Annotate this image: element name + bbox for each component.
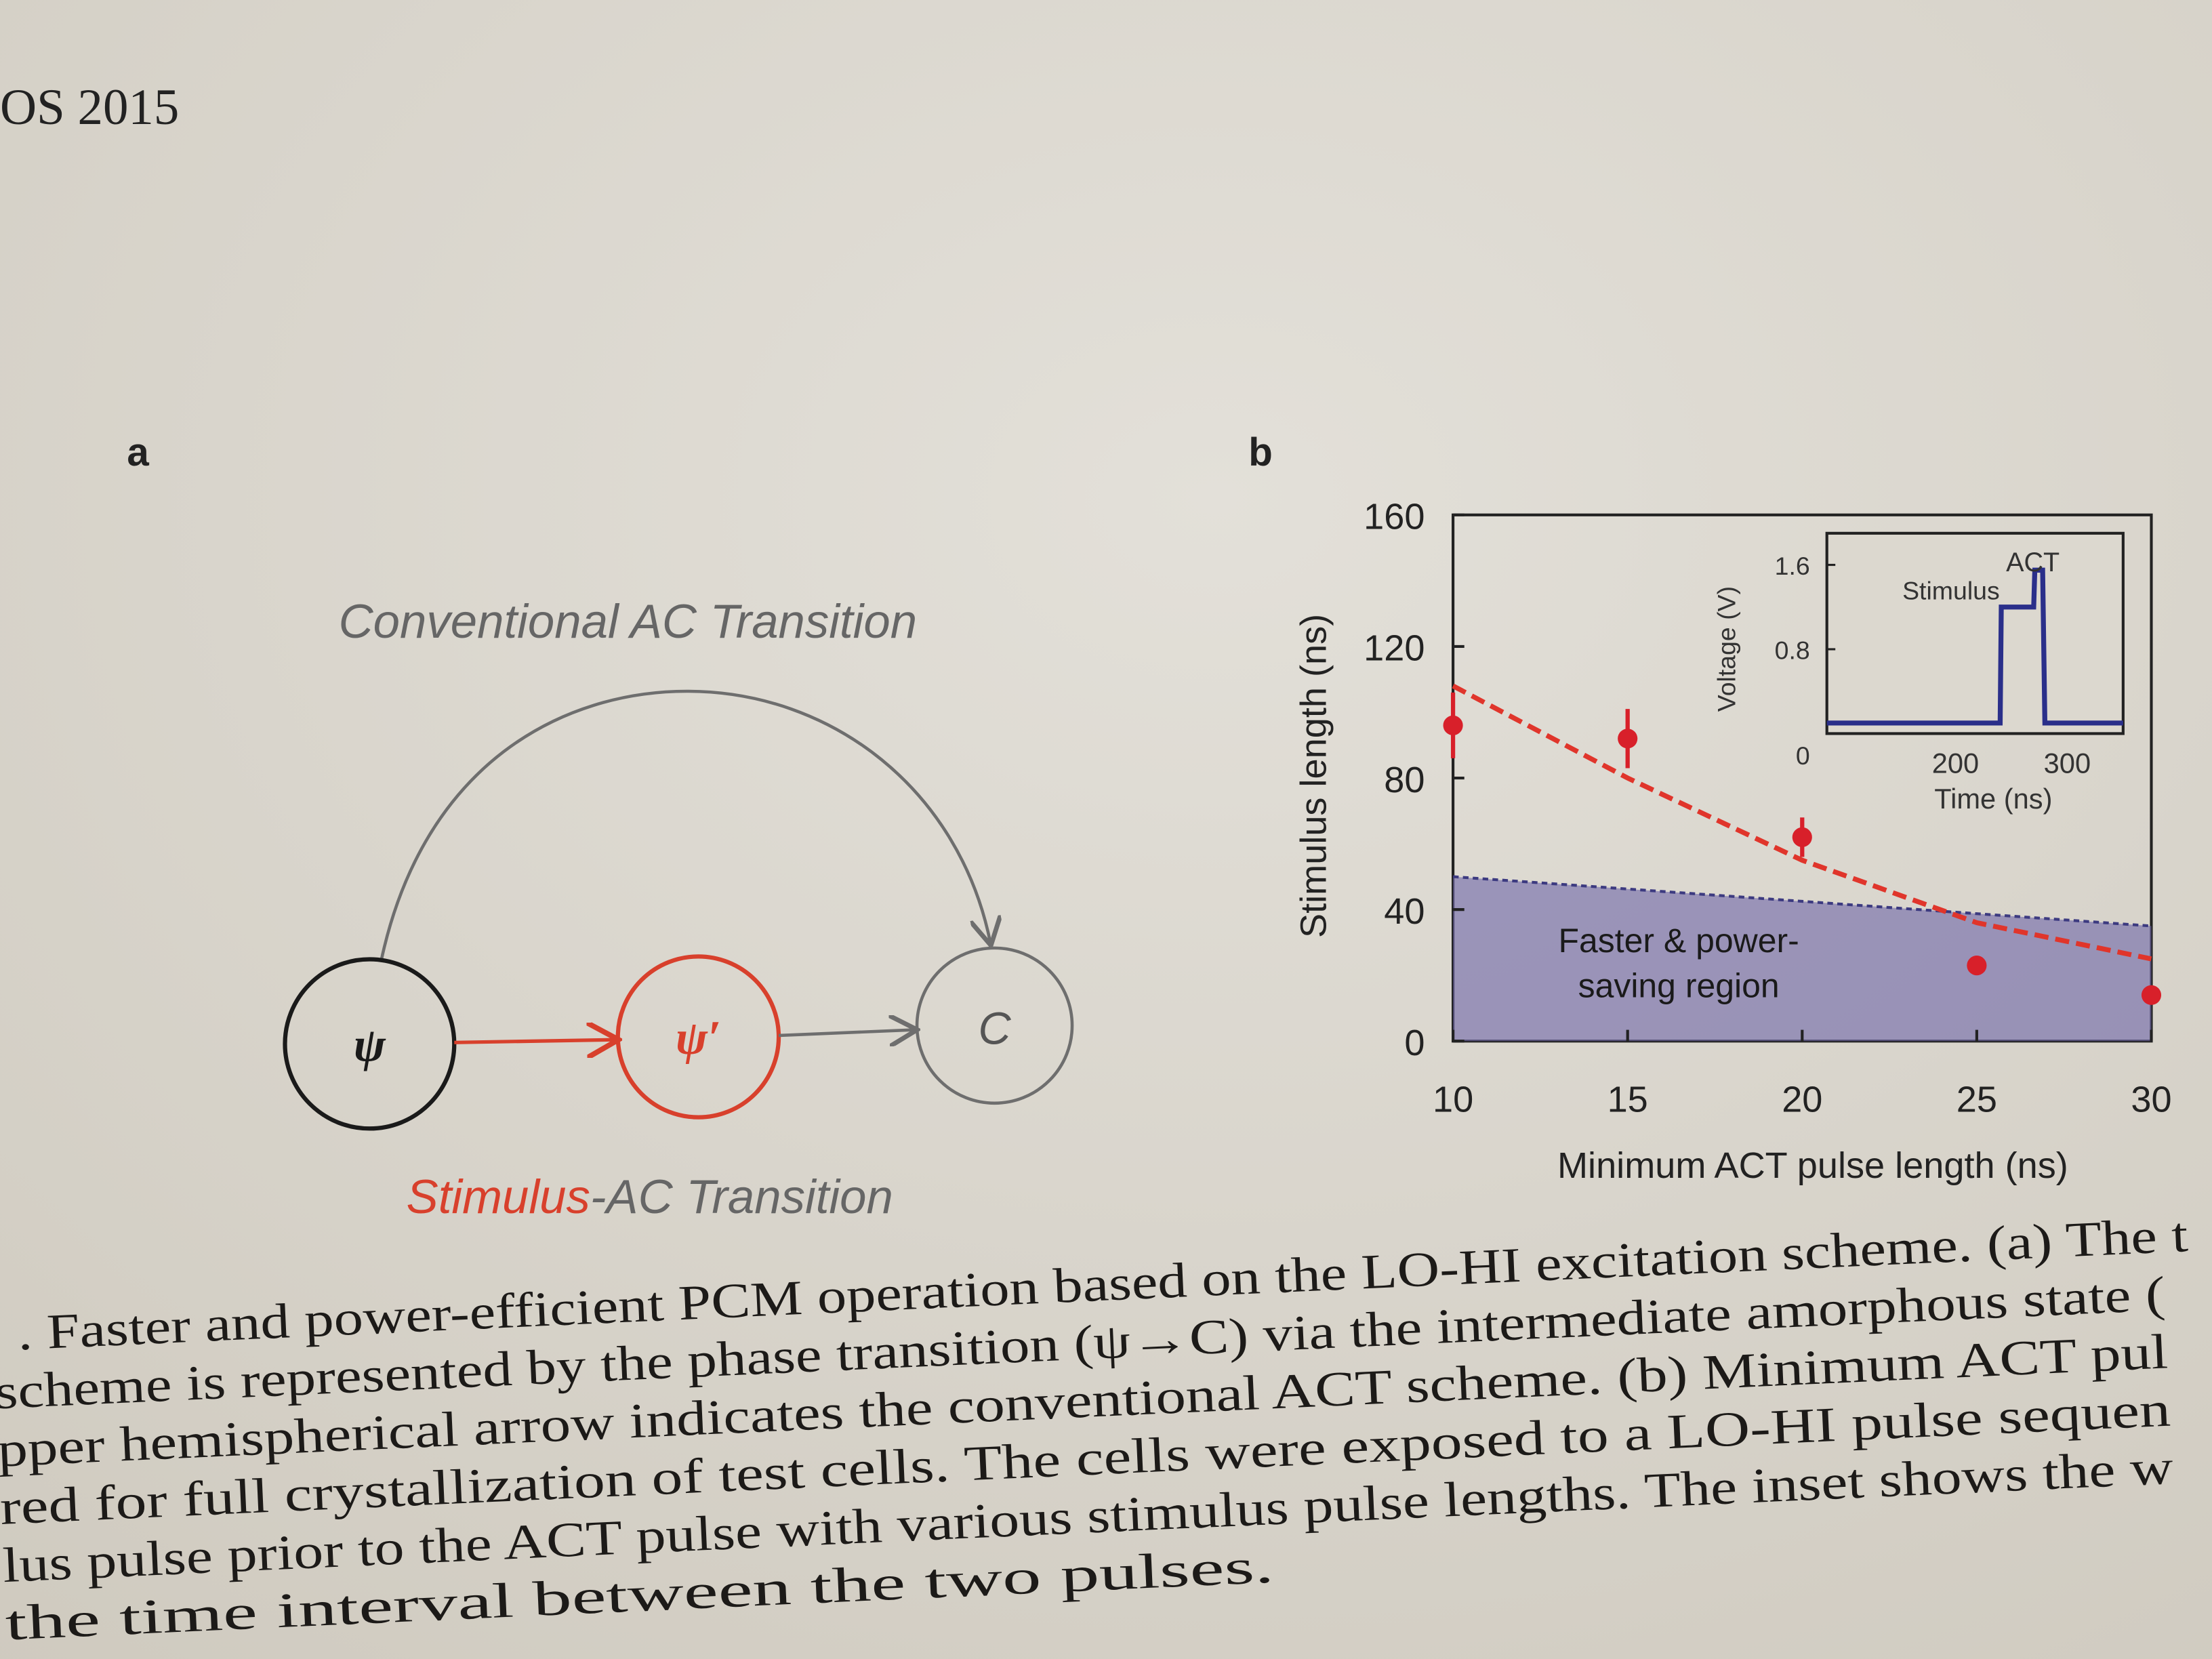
data-point [1967,956,1987,976]
y-tick-label: 40 [1384,891,1425,932]
region-label-line1: Faster & power- [1559,922,1799,960]
inset-x-tick-label: 200 [1932,747,1979,779]
y-tick-label: 120 [1364,628,1425,669]
data-point [1618,729,1638,749]
x-tick-label: 30 [2131,1079,2171,1120]
inset-act-annotation: ACT [2006,548,2060,577]
data-point [1792,827,1812,847]
inset-stimulus-annotation: Stimulus [1902,577,2000,605]
panel-a-diagram: a Conventional AC Transition ψ ψ′ C Stim… [127,430,1074,1223]
conventional-arc-arrow [379,689,990,963]
inset-chart-marks: 0 0.8 1.6 200 300 [1775,531,2125,779]
inset-y-tick-label: 0.8 [1775,636,1810,665]
y-tick-label: 80 [1384,760,1425,800]
crystallization-arrow [778,1030,914,1036]
x-tick-label: 15 [1607,1079,1648,1120]
inset-y-tick-label: 1.6 [1775,552,1810,580]
data-point [2141,985,2162,1005]
conventional-transition-label: Conventional AC Transition [339,594,918,648]
inset-frame [1825,531,2125,735]
x-tick-label: 20 [1782,1079,1822,1120]
inset-chart: 0 0.8 1.6 200 300 Voltage (V) Time (ns) Stim… [1712,531,2125,815]
inset-y-tick-label: 0 [1796,741,1810,770]
y-axis-label: Stimulus length (ns) [1294,614,1334,938]
x-tick-label: 25 [1957,1079,1997,1120]
voltage-trace [1826,567,2123,726]
x-tick-label: 10 [1433,1079,1473,1120]
psi-prime-node-label: ψ′ [676,1012,721,1065]
region-boundary-line [1452,875,2152,928]
main-chart: 0 40 80 120 160 10 15 20 25 30 Stimulus length (n… [1294,497,2172,1187]
panel-b-label: b [1248,430,1273,474]
psi-node-label: ψ [354,1019,386,1071]
faster-power-saving-region [1453,876,2152,1042]
inset-x-label: Time (ns) [1934,783,2052,815]
y-tick-label: 0 [1404,1023,1425,1063]
stimulus-arrow [454,1040,615,1042]
stimulus-word: Stimulus [407,1170,590,1223]
x-axis-label: Minimum ACT pulse length (ns) [1557,1145,2068,1186]
c-node-label: C [978,1004,1011,1054]
stimulus-transition-label: Stimulus-AC Transition [407,1170,893,1223]
psi-node [283,957,457,1131]
region-label-line2: saving region [1578,967,1780,1005]
data-point [1443,715,1463,735]
ac-transition-word: -AC Transition [590,1170,893,1223]
panel-a-label: a [127,430,149,474]
running-head: OS 2015 [0,79,179,136]
inset-y-label: Voltage (V) [1712,586,1740,712]
main-chart-marks: 0 40 80 120 160 10 15 20 25 30 [1364,497,2171,1120]
y-tick-label: 160 [1364,497,1425,537]
fit-line [1452,683,2152,962]
inset-x-tick-label: 300 [2044,747,2091,779]
